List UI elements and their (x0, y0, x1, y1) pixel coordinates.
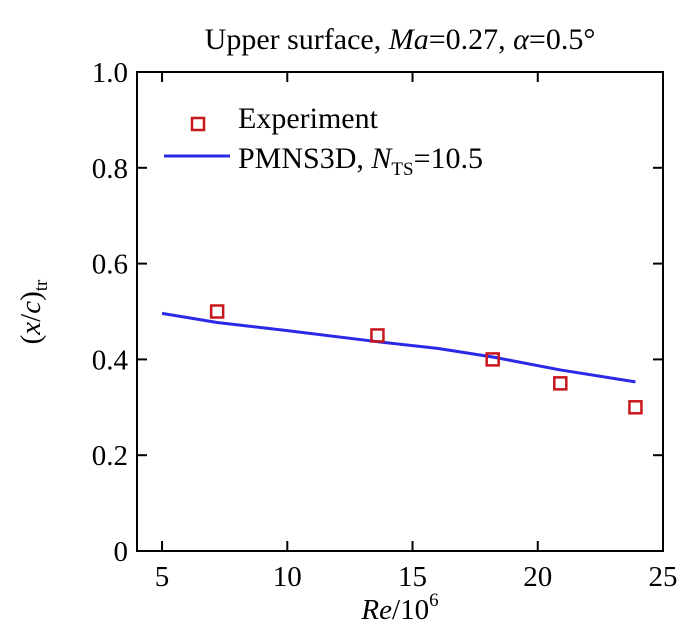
legend: Experiment PMNS3D, NTS=10.5 (164, 102, 483, 180)
plot-frame (136, 71, 664, 552)
experiment-point (370, 328, 385, 343)
x-axis-label: Re/106 (360, 590, 438, 626)
title-ma-value: =0.27, (429, 23, 513, 56)
xlabel-re: Re (360, 594, 392, 626)
series-experiment-markers (209, 304, 643, 415)
xlabel-rest: /10 (392, 594, 429, 626)
legend-experiment-marker (190, 116, 206, 132)
x-tick-label: 20 (523, 561, 552, 593)
ylabel-close: ) (15, 291, 47, 301)
ylabel-open: ( (15, 335, 47, 345)
x-tick-label: 5 (155, 561, 170, 593)
ylabel-x: x (15, 322, 47, 336)
ylabel-slash: / (15, 313, 47, 322)
title-prefix: Upper surface, (205, 23, 389, 56)
legend-experiment-label: Experiment (238, 102, 379, 135)
experiment-point (553, 376, 568, 391)
title-alpha-symbol: α (513, 23, 530, 56)
title-ma-symbol: Ma (388, 23, 429, 56)
y-tick-label: 1.0 (92, 57, 128, 89)
x-tick-label: 10 (273, 561, 302, 593)
y-tick-label: 0.4 (92, 344, 129, 376)
title-alpha-value: =0.5° (529, 23, 595, 56)
y-tick-label: 0.2 (92, 440, 128, 472)
y-axis-ticks: 0 0.2 0.4 0.6 0.8 1.0 (92, 57, 663, 568)
experiment-point (628, 400, 643, 415)
x-tick-label: 25 (649, 561, 678, 593)
legend-n-symbol: N (370, 142, 393, 175)
y-axis-label: (x/c)tr (15, 279, 52, 344)
xlabel-sup: 6 (429, 590, 439, 611)
legend-n-value: =10.5 (414, 142, 483, 175)
legend-pmns-label: PMNS3D, NTS=10.5 (238, 142, 483, 180)
experiment-point (485, 352, 500, 367)
x-tick-label: 15 (398, 561, 427, 593)
x-axis-ticks: 5 10 15 20 25 (155, 72, 678, 593)
y-tick-label: 0 (114, 536, 129, 568)
experiment-point (209, 304, 225, 319)
legend-n-sub: TS (391, 159, 413, 180)
ylabel-sub: tr (31, 279, 52, 291)
y-tick-label: 0.8 (92, 153, 128, 185)
legend-pmns-text: PMNS3D, (238, 142, 371, 175)
chart-title: Upper surface, Ma=0.27, α=0.5° (205, 23, 596, 56)
series-pmns3d-line (161, 311, 636, 384)
ylabel-c: c (15, 301, 47, 314)
y-tick-label: 0.6 (92, 249, 128, 281)
